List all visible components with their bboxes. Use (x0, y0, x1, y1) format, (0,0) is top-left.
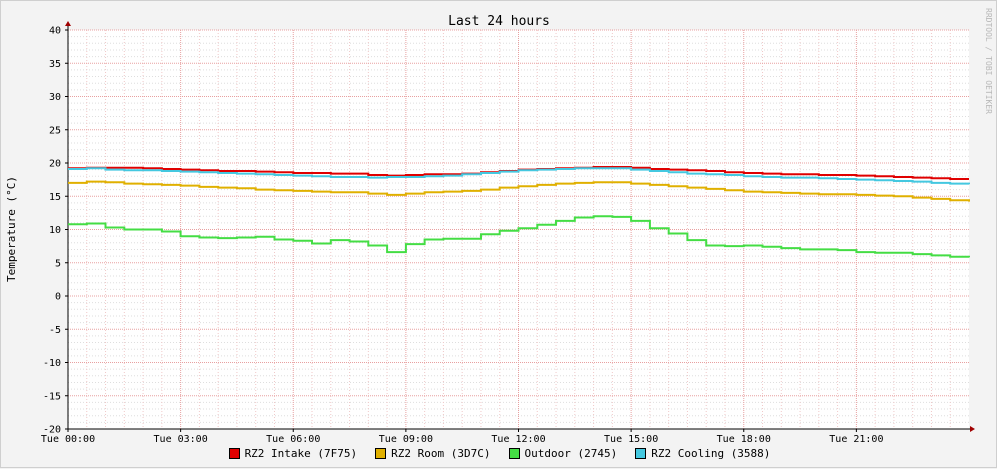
series-line-2 (68, 215, 970, 258)
chart-title: Last 24 hours (448, 14, 550, 29)
y-tick-label: 40 (49, 26, 61, 37)
legend-swatch (508, 448, 520, 459)
x-tick-label: Tue 21:00 (829, 434, 883, 445)
x-tick-label: Tue 00:00 (41, 434, 95, 445)
legend-swatch (228, 448, 240, 459)
y-tick-label: 0 (55, 292, 61, 303)
y-tick-label: -10 (43, 358, 61, 369)
y-axis-arrow (65, 21, 71, 26)
legend-label: RZ2 Intake (7F75) (244, 447, 358, 460)
x-tick-label: Tue 06:00 (266, 434, 320, 445)
y-tick-label: 10 (49, 225, 61, 236)
legend-item: RZ2 Cooling (3588) (635, 447, 770, 460)
y-axis-label: Temperature (°C) (5, 176, 18, 282)
y-tick-label: 20 (49, 159, 61, 170)
x-axis-arrow (970, 426, 975, 432)
y-tick-label: 15 (49, 192, 61, 203)
x-tick-label: Tue 18:00 (717, 434, 771, 445)
legend-item: Outdoor (2745) (508, 447, 618, 460)
legend-swatch (375, 448, 387, 459)
x-tick-label: Tue 15:00 (604, 434, 658, 445)
y-tick-label: -15 (43, 391, 61, 402)
x-tick-label: Tue 12:00 (491, 434, 545, 445)
y-tick-label: -5 (49, 325, 61, 336)
legend-label: RZ2 Cooling (3588) (651, 447, 771, 460)
y-tick-label: 35 (49, 59, 61, 70)
y-tick-label: 25 (49, 125, 61, 136)
y-tick-label: -20 (43, 425, 61, 436)
y-tick-label: 30 (49, 92, 61, 103)
grid (67, 29, 969, 430)
y-tick-label: 5 (55, 258, 61, 269)
legend: RZ2 Intake (7F75) RZ2 Room (3D7C) Outdoor … (1, 447, 997, 460)
series-line-3 (68, 167, 970, 185)
series-line-1 (68, 180, 970, 202)
legend-label: Outdoor (2745) (524, 447, 618, 460)
x-tick-label: Tue 03:00 (154, 434, 208, 445)
legend-swatch (635, 448, 647, 459)
x-tick-label: Tue 09:00 (379, 434, 433, 445)
legend-item: RZ2 Room (3D7C) (375, 447, 491, 460)
legend-label: RZ2 Room (3D7C) (391, 447, 491, 460)
rrdtool-watermark: RRDTOOL / TOBI OETIKER (984, 8, 993, 114)
series-lines (68, 166, 970, 258)
legend-item: RZ2 Intake (7F75) (228, 447, 358, 460)
